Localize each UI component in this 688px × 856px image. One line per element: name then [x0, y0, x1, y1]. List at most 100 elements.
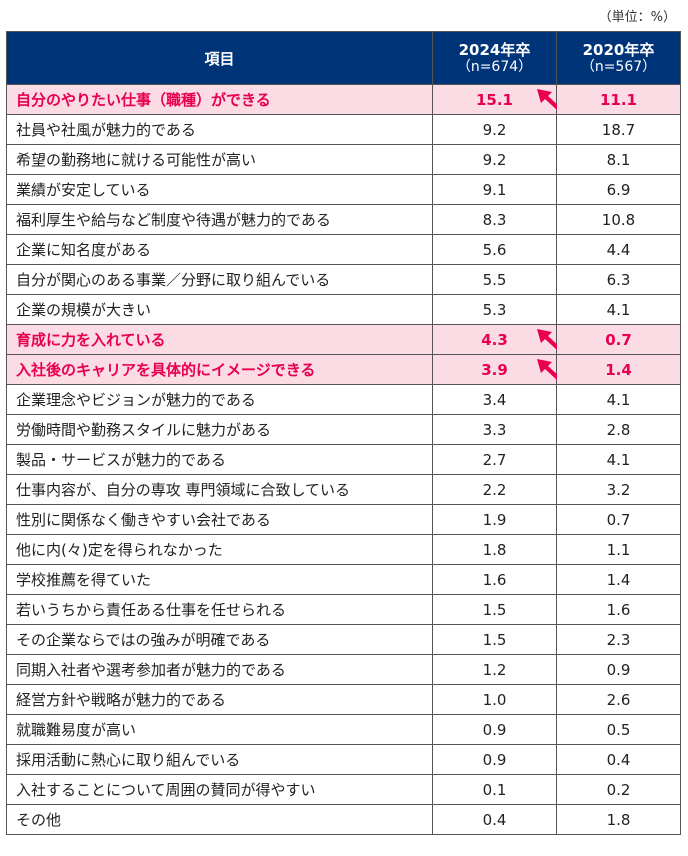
- row-value-2024: 0.4: [432, 804, 557, 835]
- row-value-2024: 9.2: [432, 144, 557, 175]
- row-value-2020: 2.6: [556, 684, 681, 715]
- table-row: 企業に知名度がある 5.6 4.4: [6, 234, 681, 265]
- header-2020: 2020年卒 （n=567）: [556, 31, 681, 85]
- value-2024-text: 1.5: [482, 630, 507, 649]
- value-2024-text: 9.1: [482, 180, 507, 199]
- value-2024-text: 1.2: [482, 660, 507, 679]
- table-row: 自分のやりたい仕事（職種）ができる 15.1 11.1: [6, 84, 681, 115]
- value-2024-text: 0.1: [482, 780, 507, 799]
- row-value-2020: 4.4: [556, 234, 681, 265]
- value-2024-text: 0.9: [482, 720, 507, 739]
- row-value-2020: 3.2: [556, 474, 681, 505]
- value-2024-text: 5.5: [482, 270, 507, 289]
- row-item-label: 自分のやりたい仕事（職種）ができる: [6, 84, 433, 115]
- row-item-label: 労働時間や勤務スタイルに魅力がある: [6, 414, 433, 445]
- value-2024-text: 15.1: [475, 90, 513, 109]
- highlight-arrow-icon: [537, 329, 560, 350]
- table-row: その他 0.4 1.8: [6, 804, 681, 835]
- table-row: 製品・サービスが魅力的である 2.7 4.1: [6, 444, 681, 475]
- table-row: 企業の規模が大きい 5.3 4.1: [6, 294, 681, 325]
- row-value-2024: 5.3: [432, 294, 557, 325]
- row-item-label: 採用活動に熱心に取り組んでいる: [6, 744, 433, 775]
- table-row: 労働時間や勤務スタイルに魅力がある 3.3 2.8: [6, 414, 681, 445]
- table-row: 育成に力を入れている 4.3 0.7: [6, 324, 681, 355]
- table-row: 入社後のキャリアを具体的にイメージできる 3.9 1.4: [6, 354, 681, 385]
- table-row: その企業ならではの強みが明確である 1.5 2.3: [6, 624, 681, 655]
- row-item-label: 製品・サービスが魅力的である: [6, 444, 433, 475]
- row-item-label: 性別に関係なく働きやすい会社である: [6, 504, 433, 535]
- row-value-2020: 0.2: [556, 774, 681, 805]
- data-table: 項目 2024年卒 （n=674） 2020年卒 （n=567） 自分のやりたい…: [6, 31, 681, 835]
- value-2024-text: 4.3: [481, 330, 508, 349]
- row-value-2020: 0.7: [556, 504, 681, 535]
- row-value-2024: 1.6: [432, 564, 557, 595]
- row-value-2024: 8.3: [432, 204, 557, 235]
- row-item-label: 就職難易度が高い: [6, 714, 433, 745]
- table-body: 自分のやりたい仕事（職種）ができる 15.1 11.1 社員や社風が魅力的である 9.2…: [6, 84, 681, 835]
- table-row: 仕事内容が、自分の専攻 専門領域に合致している 2.2 3.2: [6, 474, 681, 505]
- row-value-2020: 11.1: [556, 84, 681, 115]
- table-row: 福利厚生や給与など制度や待遇が魅力的である 8.3 10.8: [6, 204, 681, 235]
- value-2024-text: 1.6: [482, 570, 507, 589]
- row-value-2020: 18.7: [556, 114, 681, 145]
- row-value-2024: 4.3: [432, 324, 560, 355]
- row-value-2024: 1.8: [432, 534, 557, 565]
- row-item-label: 仕事内容が、自分の専攻 専門領域に合致している: [6, 474, 433, 505]
- row-item-label: 企業に知名度がある: [6, 234, 433, 265]
- table-row: 同期入社者や選考参加者が魅力的である 1.2 0.9: [6, 654, 681, 685]
- row-value-2020: 4.1: [556, 444, 681, 475]
- row-value-2024: 3.9: [432, 354, 560, 385]
- row-item-label: その他: [6, 804, 433, 835]
- row-item-label: 福利厚生や給与など制度や待遇が魅力的である: [6, 204, 433, 235]
- highlight-arrow-icon: [537, 359, 560, 380]
- table-header-row: 項目 2024年卒 （n=674） 2020年卒 （n=567）: [6, 31, 681, 85]
- row-value-2024: 9.2: [432, 114, 557, 145]
- row-value-2024: 0.1: [432, 774, 557, 805]
- row-value-2020: 1.6: [556, 594, 681, 625]
- row-item-label: 同期入社者や選考参加者が魅力的である: [6, 654, 433, 685]
- row-value-2024: 1.9: [432, 504, 557, 535]
- row-value-2024: 0.9: [432, 744, 557, 775]
- row-value-2020: 2.3: [556, 624, 681, 655]
- row-item-label: 希望の勤務地に就ける可能性が高い: [6, 144, 433, 175]
- header-2024-n: （n=674）: [456, 58, 533, 75]
- table-row: 企業理念やビジョンが魅力的である 3.4 4.1: [6, 384, 681, 415]
- row-item-label: 企業の規模が大きい: [6, 294, 433, 325]
- value-2024-text: 3.9: [481, 360, 508, 379]
- row-item-label: 業績が安定している: [6, 174, 433, 205]
- row-value-2024: 0.9: [432, 714, 557, 745]
- row-value-2020: 6.3: [556, 264, 681, 295]
- row-value-2020: 0.4: [556, 744, 681, 775]
- value-2024-text: 5.6: [482, 240, 507, 259]
- row-value-2024: 1.5: [432, 624, 557, 655]
- table-row: 自分が関心のある事業／分野に取り組んでいる 5.5 6.3: [6, 264, 681, 295]
- table-row: 就職難易度が高い 0.9 0.5: [6, 714, 681, 745]
- table-row: 入社することについて周囲の賛同が得やすい 0.1 0.2: [6, 774, 681, 805]
- row-value-2020: 0.7: [556, 324, 681, 355]
- row-value-2020: 4.1: [556, 384, 681, 415]
- row-value-2020: 2.8: [556, 414, 681, 445]
- table-row: 採用活動に熱心に取り組んでいる 0.9 0.4: [6, 744, 681, 775]
- row-value-2020: 1.4: [556, 354, 681, 385]
- table-row: 希望の勤務地に就ける可能性が高い 9.2 8.1: [6, 144, 681, 175]
- row-value-2024: 5.6: [432, 234, 557, 265]
- value-2024-text: 9.2: [482, 150, 507, 169]
- row-item-label: 入社後のキャリアを具体的にイメージできる: [6, 354, 433, 385]
- value-2024-text: 3.3: [482, 420, 507, 439]
- row-item-label: 社員や社風が魅力的である: [6, 114, 433, 145]
- row-item-label: 入社することについて周囲の賛同が得やすい: [6, 774, 433, 805]
- header-item: 項目: [6, 31, 433, 85]
- highlight-arrow-icon: [537, 89, 560, 110]
- value-2024-text: 1.8: [482, 540, 507, 559]
- value-2024-text: 1.0: [482, 690, 507, 709]
- unit-label: （単位：%）: [598, 10, 676, 25]
- value-2024-text: 0.9: [482, 750, 507, 769]
- value-2024-text: 9.2: [482, 120, 507, 139]
- header-2024: 2024年卒 （n=674）: [432, 31, 557, 85]
- row-value-2024: 5.5: [432, 264, 557, 295]
- row-value-2024: 3.3: [432, 414, 557, 445]
- value-2024-text: 8.3: [482, 210, 507, 229]
- row-value-2024: 9.1: [432, 174, 557, 205]
- value-2024-text: 0.4: [482, 810, 507, 829]
- row-item-label: その企業ならではの強みが明確である: [6, 624, 433, 655]
